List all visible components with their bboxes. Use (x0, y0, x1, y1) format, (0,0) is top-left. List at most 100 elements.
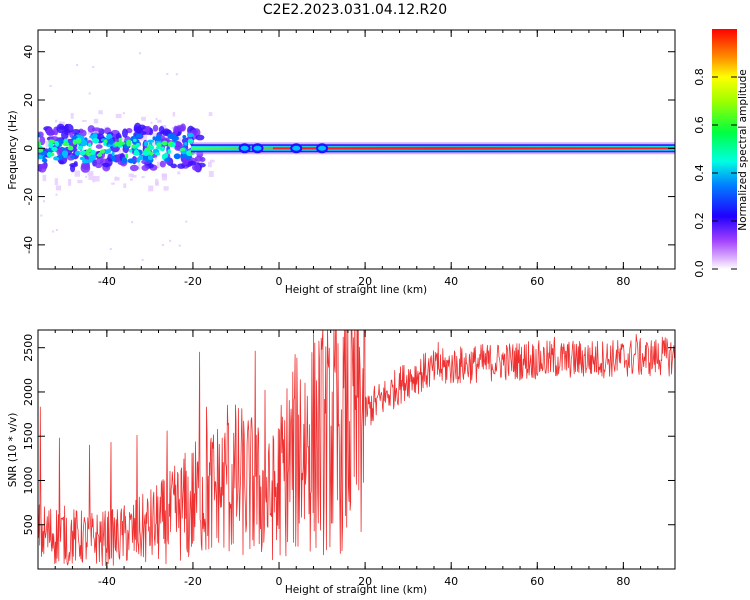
spectrogram-noise-blob (96, 156, 104, 165)
spectrogram-sparse-speckle (49, 84, 52, 87)
spectrogram-noise-speckle (171, 127, 175, 130)
spectrogram-panel: -40 -20 0 20 40 60 80 -40 -20 0 20 40 Height of st… (7, 29, 676, 296)
snr-x-tick-label: 80 (616, 575, 630, 588)
colorbar-ticks: 0.0 0.2 0.4 0.6 0.8 (693, 68, 737, 278)
spectrogram-x-ticks: -40 -20 0 20 40 60 80 (37, 30, 676, 288)
spectrogram-noise-blob (160, 130, 169, 135)
spectrogram-noise-blob (133, 138, 137, 142)
spectrogram-noise-blob (147, 139, 155, 143)
spectrogram-noise-blob (125, 153, 129, 159)
spectrogram-noise-speckle (131, 175, 137, 178)
spectrogram-noise-speckle (157, 119, 162, 123)
spectrogram-sparse-speckle (88, 92, 91, 95)
spectrogram-x-tick-label: 20 (358, 275, 372, 288)
spectrogram-noise-blob (70, 155, 76, 159)
spectrogram-noise-speckle (82, 119, 87, 122)
spectrogram-noise-blob (99, 149, 106, 154)
spectrogram-noise-blob (85, 149, 90, 154)
spectrogram-x-axis-label: Height of straight line (km) (285, 284, 427, 296)
spectrogram-noise-blob (173, 125, 179, 136)
spectrogram-noise-blob (142, 150, 150, 156)
snr-y-tick-label: 1000 (22, 466, 35, 494)
spectrogram-sparse-speckle (131, 221, 134, 224)
spectrogram-noise-blob (167, 133, 176, 140)
spectrogram-noise-speckle (138, 163, 141, 170)
spectrogram-noise-speckle (141, 116, 146, 121)
carrier-bulge (292, 145, 301, 151)
spectrogram-noise-speckle (141, 176, 145, 179)
spectrogram-noise-speckle (172, 112, 176, 117)
spectrogram-y-tick-label: -40 (22, 236, 35, 254)
spectrogram-sparse-speckle (155, 117, 158, 120)
spectrogram-sparse-speckle (109, 248, 112, 251)
spectrogram-noise-speckle (155, 181, 159, 186)
spectrogram-noise-blob (103, 141, 107, 146)
spectrogram-noise-speckle (45, 140, 50, 148)
spectrogram-noise-blob (80, 161, 90, 170)
spectrogram-noise-speckle (54, 178, 59, 186)
spectrogram-noise-speckle (42, 174, 47, 182)
spectrogram-sparse-speckle (76, 64, 79, 67)
spectrogram-noise-blob (74, 150, 81, 156)
spectrogram-noise-speckle (125, 158, 130, 162)
spectrogram-noise-blob (38, 141, 42, 146)
snr-y-tick-label: 1500 (22, 422, 35, 450)
spectrogram-noise-speckle (208, 170, 214, 178)
snr-y-axis-label: SNR (10 * v/v) (7, 413, 19, 488)
spectrogram-noise-blob (133, 149, 139, 155)
spectrogram-x-tick-label: 80 (616, 275, 630, 288)
spectrogram-noise-blob (170, 163, 177, 169)
spectrogram-y-tick-label: 20 (22, 93, 35, 107)
spectrogram-noise-blob (46, 151, 53, 158)
spectrogram-sparse-speckle (175, 73, 178, 76)
spectrogram-sparse-speckle (178, 244, 181, 247)
spectrogram-sparse-speckle (40, 214, 43, 217)
spectrogram-noise-blob (41, 158, 48, 163)
spectrogram-noise-speckle (129, 178, 133, 181)
spectrogram-noise-blob (79, 150, 87, 156)
spectrogram-noise-blob (179, 147, 186, 152)
carrier-line (272, 147, 675, 150)
spectrogram-sparse-speckle (154, 157, 157, 160)
spectrogram-noise-blob (67, 145, 74, 151)
spectrogram-noise-blob (122, 128, 128, 138)
snr-x-tick-label: -40 (98, 575, 116, 588)
spectrogram-noise-blob (77, 145, 83, 151)
spectrogram-noise-blob (136, 157, 141, 163)
spectrogram-noise-blob (80, 129, 87, 137)
spectrogram-noise-blob (87, 142, 92, 148)
spectrogram-noise-speckle (209, 159, 215, 163)
spectrogram-noise-speckle (93, 118, 99, 124)
snr-y-tick-label: 2000 (22, 378, 35, 406)
spectrogram-noise-blob (184, 142, 188, 146)
spectrogram-noise-blob (107, 153, 114, 162)
spectrogram-noise-blob (118, 137, 122, 142)
spectrogram-noise-blob (155, 152, 161, 156)
spectrogram-noise-blob (117, 144, 123, 148)
spectrogram-noise-blob (181, 137, 189, 144)
spectrogram-noise-blob (111, 156, 116, 162)
spectrogram-noise-blob (107, 148, 112, 154)
snr-x-tick-label: 20 (358, 575, 372, 588)
spectrogram-noise-blob (177, 163, 186, 169)
spectrogram-noise-speckle (98, 110, 103, 115)
spectrogram-noise-speckle (88, 131, 92, 135)
spectrogram-noise-blob (63, 123, 74, 134)
spectrogram-noise-speckle (163, 186, 169, 191)
spectrogram-noise-blob (79, 156, 86, 161)
spectrogram-noise-blob (144, 140, 148, 147)
spectrogram-x-tick-label: 60 (530, 275, 544, 288)
spectrogram-noise-blob (121, 156, 128, 164)
spectrogram-noise-blob (155, 134, 162, 142)
spectrogram-noise-blob (111, 151, 115, 156)
snr-x-tick-label: 40 (444, 575, 458, 588)
spectrogram-noise-speckle (92, 176, 96, 183)
spectrogram-noise-speckle (207, 161, 212, 168)
spectrogram-noise-blob (141, 164, 149, 172)
spectrogram-noise-blob (56, 123, 65, 134)
spectrogram-noise-speckle (123, 183, 127, 188)
spectrogram-noise-speckle (87, 170, 94, 176)
carrier-bulge (240, 145, 249, 151)
spectrogram-noise-blob (184, 155, 193, 159)
spectrogram-sparse-speckle (43, 200, 46, 203)
